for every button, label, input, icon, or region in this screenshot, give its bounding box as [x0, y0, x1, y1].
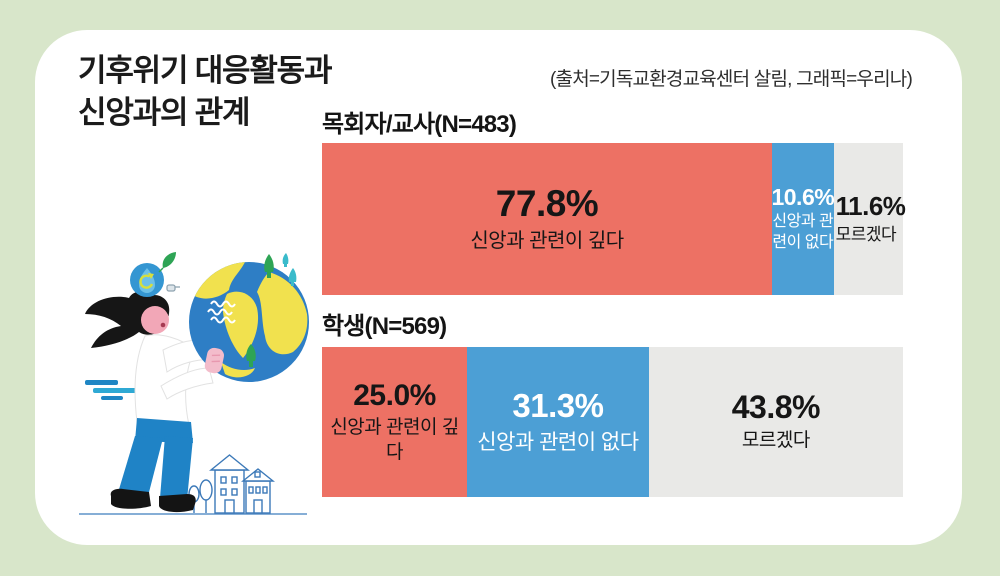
title-line-2: 신앙과의 관계	[78, 95, 251, 130]
source-credit: (출처=기독교환경교육센터 살림, 그래픽=우리나)	[549, 69, 913, 90]
globe-continents	[189, 262, 308, 378]
mouth	[160, 322, 166, 328]
page-title: 기후위기 대응활동과 신앙과의 관계	[78, 50, 332, 134]
pants	[135, 418, 193, 443]
pointing-hand-icon	[166, 284, 180, 292]
eco-recycle-drop-icon	[130, 252, 180, 297]
bar-segment-dont-know: 11.6% 모르겠다	[833, 143, 906, 295]
infographic-card: 기후위기 대응활동과 신앙과의 관계 (출처=기독교환경교육센터 살림, 그래픽…	[35, 30, 962, 545]
arm-lower	[160, 367, 214, 400]
person-holding-earth-illustration	[79, 252, 309, 515]
segment-category: 모르겠다	[741, 430, 810, 452]
shoe-front	[110, 488, 151, 509]
stacked-bar-students: 25.0% 신앙과 관련이 깊다 31.3% 신앙과 관련이 없다 43.8% …	[322, 347, 903, 497]
hand-on-globe	[204, 347, 224, 374]
house-icon	[209, 454, 275, 514]
globe-tree-icons	[246, 253, 297, 367]
group-label-students: 학생(N=569)	[322, 313, 447, 340]
segment-value: 31.3%	[512, 387, 604, 425]
title-line-1: 기후위기 대응활동과	[78, 53, 332, 88]
hand-finger-lines	[211, 354, 221, 363]
earth-globe	[189, 253, 309, 382]
segment-value: 43.8%	[731, 389, 821, 426]
segment-value: 10.6%	[771, 183, 835, 210]
shoe-back	[159, 494, 196, 513]
segment-category: 신앙과 관련이 없다	[477, 430, 639, 454]
segment-category: 신앙과 관련이 깊다	[470, 230, 624, 253]
bar-segment-deep-relation: 77.8% 신앙과 관련이 깊다	[322, 143, 773, 295]
segment-value: 77.8%	[495, 182, 599, 224]
face	[141, 306, 169, 334]
motion-lines-icon	[85, 380, 139, 400]
pants-back-leg	[160, 436, 193, 500]
bar-segment-deep-relation: 25.0% 신앙과 관련이 깊다	[322, 347, 468, 497]
pants-front-leg	[117, 436, 163, 500]
segment-category: 신앙과 관련이 깊다	[330, 416, 459, 463]
bar-segment-no-relation: 31.3% 신앙과 관련이 없다	[467, 347, 649, 497]
segment-category: 신앙과 관련이 없다	[772, 212, 834, 251]
segment-category: 모르겠다	[835, 224, 897, 244]
hair-fringe	[141, 297, 170, 314]
globe-waves	[207, 300, 236, 324]
bar-segment-no-relation: 10.6% 신앙과 관련이 없다	[771, 143, 835, 295]
group-label-pastors-teachers: 목회자/교사(N=483)	[322, 111, 517, 138]
stacked-bar-pastors-teachers: 77.8% 신앙과 관련이 깊다 10.6% 신앙과 관련이 없다 11.6% …	[322, 143, 906, 295]
woman-illustration	[85, 291, 215, 513]
bar-segment-dont-know: 43.8% 모르겠다	[648, 347, 903, 497]
segment-value: 11.6%	[835, 191, 906, 222]
segment-value: 25.0%	[353, 378, 436, 412]
leaf-icon	[162, 252, 176, 268]
